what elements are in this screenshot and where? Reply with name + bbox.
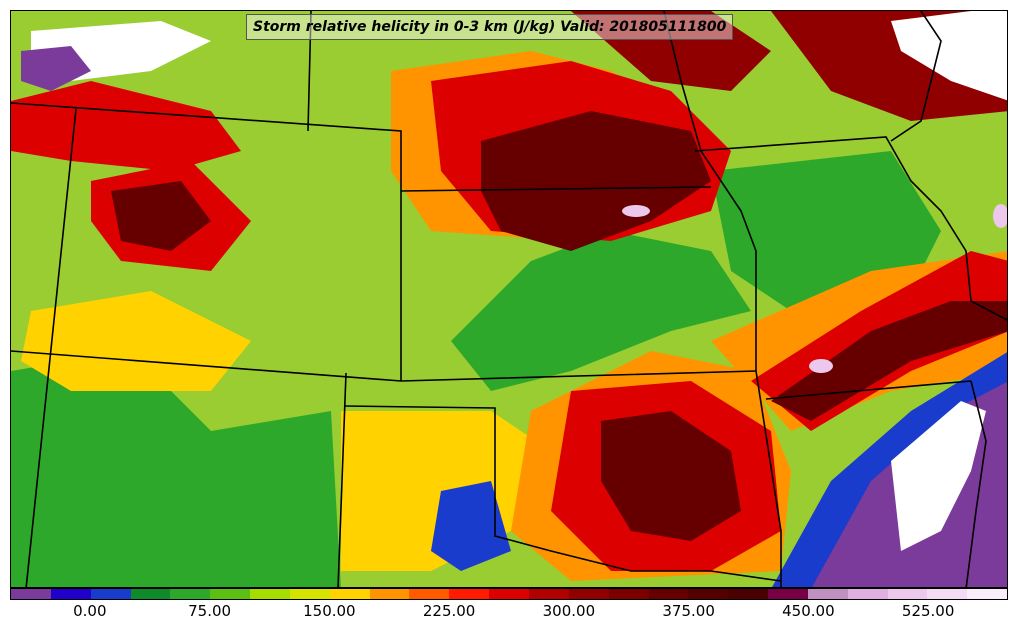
colorbar-segment — [847, 589, 888, 599]
field-white-southeast — [891, 401, 986, 551]
field-pink-kansas — [622, 205, 650, 217]
field-maroon-east — [771, 301, 1007, 421]
boundary-line — [890, 11, 942, 142]
field-blue-oklahoma — [431, 481, 511, 571]
colorbar-segment — [489, 589, 529, 599]
colorbar-tick-label: 450.00 — [782, 602, 835, 620]
colorbar-tick-label: 375.00 — [662, 602, 715, 620]
field-red-northwest — [11, 81, 241, 171]
colorbar-segment — [449, 589, 490, 599]
field-green-southwest — [11, 351, 341, 587]
colorbar-segment — [528, 589, 569, 599]
colorbar-segment — [807, 589, 848, 599]
boundary-line — [663, 11, 782, 587]
field-green-central — [451, 231, 751, 391]
boundary-line — [25, 108, 77, 587]
boundary-line — [343, 405, 782, 582]
colorbar-segment — [50, 589, 91, 599]
boundary-line — [765, 380, 972, 400]
boundary-line — [400, 186, 712, 192]
field-purple-northwest — [21, 46, 91, 91]
colorbar — [10, 588, 1008, 600]
boundary-line — [694, 136, 1007, 321]
boundary-line — [965, 380, 987, 587]
colorbar-tick-label: 300.00 — [542, 602, 596, 620]
colorbar-segment — [11, 589, 51, 599]
colorbar-tick-label: 75.00 — [188, 602, 232, 620]
boundary-line — [11, 350, 757, 382]
field-maroon-texas — [601, 411, 741, 541]
colorbar-segment — [329, 589, 370, 599]
colorbar-tick-label: 225.00 — [422, 602, 476, 620]
field-maroon-north — [571, 11, 771, 91]
colorbar-segment — [130, 589, 171, 599]
colorbar-segment — [887, 589, 928, 599]
colorbar-segment — [688, 589, 729, 599]
colorbar-segment — [568, 589, 609, 599]
colorbar-tick-label: 525.00 — [901, 602, 955, 620]
colorbar-segment — [927, 589, 968, 599]
field-pink-east — [809, 359, 833, 373]
colorbar-segment — [648, 589, 689, 599]
colorbar-segment — [90, 589, 131, 599]
colorbar-segment — [409, 589, 450, 599]
helicity-map — [10, 10, 1008, 588]
colorbar-tick-label: 150.00 — [303, 602, 356, 620]
colorbar-segment — [768, 589, 808, 599]
colorbar-tick-label: 0.00 — [73, 602, 107, 620]
boundary-line — [11, 102, 402, 381]
colorbar-segment — [210, 589, 251, 599]
field-maroon-kansas — [481, 111, 711, 251]
boundary-line — [307, 11, 312, 132]
field-yellow-west — [21, 291, 251, 391]
map-title: Storm relative helicity in 0-3 km (J/kg)… — [246, 14, 734, 40]
field-maroon-colorado — [111, 181, 211, 251]
colorbar-segment — [289, 589, 330, 599]
colorbar-segment — [728, 589, 769, 599]
colorbar-segment — [369, 589, 410, 599]
colorbar-tick-labels: 0.00 75.00 150.00 225.00 300.00 375.00 450.00 5… — [10, 602, 1008, 624]
field-white-top-right — [891, 11, 1007, 101]
colorbar-segment — [967, 589, 1008, 599]
state-boundaries — [11, 11, 1007, 587]
colorbar-segment — [250, 589, 290, 599]
boundary-line — [337, 372, 347, 587]
map-canvas — [11, 11, 1007, 587]
field-pink-right — [993, 204, 1007, 228]
colorbar-segment — [170, 589, 211, 599]
colorbar-segment — [608, 589, 649, 599]
